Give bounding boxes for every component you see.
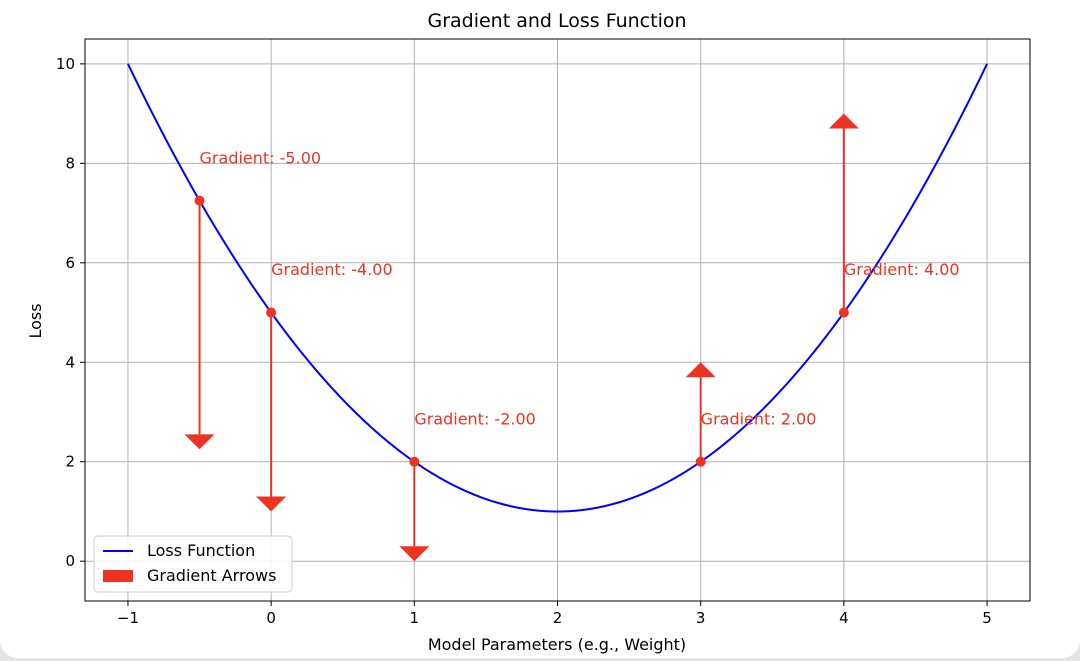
x-tick-label: 0: [266, 609, 276, 627]
arrow-layer: [184, 113, 859, 562]
gradient-arrow-head: [399, 546, 430, 562]
gradient-arrow-head: [828, 113, 859, 129]
legend-label: Gradient Arrows: [147, 566, 276, 585]
x-tick-label: 5: [982, 609, 992, 627]
x-axis-label: Model Parameters (e.g., Weight): [428, 635, 686, 654]
y-tick-label: 0: [65, 552, 75, 570]
gradient-point: [695, 456, 706, 467]
gradient-arrow: [256, 312, 287, 512]
legend-label: Loss Function: [147, 541, 255, 560]
legend-patch-swatch: [103, 570, 133, 582]
y-tick-label: 8: [65, 154, 75, 172]
gradient-annotation: Gradient: 2.00: [701, 409, 817, 428]
gradient-arrow: [685, 362, 716, 462]
gradient-point: [194, 195, 205, 206]
ticks: −1 0 1 2 3 4 5 0 2 4 6 8 10: [56, 55, 992, 627]
gradient-annotation: Gradient: -5.00: [200, 148, 322, 167]
gradient-annotation: Gradient: -4.00: [271, 260, 393, 279]
x-tick-label: 3: [696, 609, 706, 627]
y-axis-label: Loss: [26, 303, 45, 338]
point-layer: [194, 195, 849, 467]
x-tick-label: 4: [839, 609, 849, 627]
x-tick-label: 1: [410, 609, 420, 627]
gradient-arrow-shaft: [842, 128, 845, 313]
legend: Loss Function Gradient Arrows: [93, 535, 293, 593]
gradient-annotation: Gradient: 4.00: [844, 260, 960, 279]
gradient-point: [838, 307, 849, 318]
gradient-arrow-shaft: [413, 461, 416, 547]
gradient-arrow-head: [685, 362, 716, 378]
x-tick-label: −1: [117, 609, 139, 627]
gradient-arrow-shaft: [699, 377, 702, 462]
y-tick-label: 2: [65, 453, 75, 471]
gradient-arrow-head: [256, 496, 287, 512]
gradient-arrow-shaft: [198, 200, 201, 435]
annotation-layer: Gradient: -5.00 Gradient: -4.00 Gradient: …: [200, 148, 960, 428]
gradient-arrow-shaft: [270, 312, 273, 497]
x-tick-label: 2: [553, 609, 563, 627]
legend-box: [93, 535, 293, 593]
gradient-arrow: [399, 461, 430, 562]
gradient-point: [266, 307, 277, 318]
gradient-arrow: [828, 113, 859, 313]
chart-title: Gradient and Loss Function: [427, 10, 686, 32]
gradient-arrow: [184, 200, 215, 450]
gradient-arrow-head: [184, 434, 215, 450]
gradient-point: [409, 456, 420, 467]
y-tick-label: 10: [56, 55, 75, 73]
gradient-annotation: Gradient: -2.00: [414, 409, 536, 428]
y-tick-label: 6: [65, 254, 75, 272]
y-tick-label: 4: [65, 353, 75, 371]
